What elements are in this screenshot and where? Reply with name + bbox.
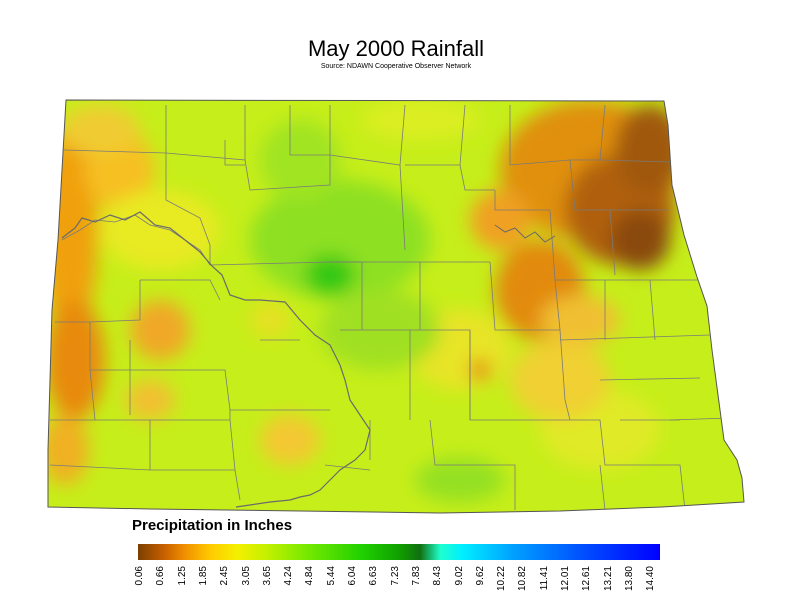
legend-tick-text: 6.63 [368,566,380,586]
legend-tick-label: 3.65 [262,566,274,606]
legend-tick-text: 6.04 [347,566,358,586]
legend-tick-label: 4.84 [304,566,316,606]
legend-tick-label: 12.61 [581,566,593,606]
legend-tick-text: 5.44 [325,566,337,586]
legend-tick-label: 1.25 [177,566,189,606]
legend-tick-text: 12.61 [581,566,593,592]
legend-tick-text: 9.02 [453,566,465,586]
legend-color-bar [138,544,660,560]
legend-tick-text: 0.66 [155,566,167,586]
sheyenne-river-segment [494,224,556,243]
legend-tick-text: 0.06 [134,566,145,586]
legend-tick-text: 4.24 [283,566,295,586]
legend-tick-label: 13.21 [603,566,615,606]
legend-tick-text: 14.40 [645,566,657,592]
legend-tick-label: 4.24 [283,566,295,606]
legend-tick-label: 13.80 [624,566,636,606]
legend-tick-label: 12.01 [560,566,572,606]
legend-tick-label: 0.66 [155,566,167,606]
legend-tick-text: 3.65 [261,566,273,586]
legend-tick-text: 8.43 [432,566,444,586]
map-title: May 2000 Rainfall [307,36,485,61]
legend-tick-text: 1.85 [197,566,209,586]
legend-tick-label: 10.22 [496,566,508,606]
legend-tick-label: 5.44 [326,566,338,606]
legend-tick-text: 11.41 [538,566,550,591]
legend-tick-text: 12.01 [560,566,571,592]
legend-tick-text: 7.23 [389,566,401,586]
missouri-river [61,211,371,508]
legend-tick-text: 10.22 [496,566,508,592]
legend-tick-label: 7.23 [390,566,402,606]
legend-tick-label: 11.41 [539,566,551,606]
county-boundaries [49,104,731,511]
state-outline [47,99,745,514]
legend-tick-label: 6.04 [347,566,359,606]
legend-tick-text: 4.84 [304,566,316,586]
legend-tick-label: 2.45 [219,566,231,606]
legend-tick-label: 0.06 [134,566,146,606]
legend-tick-label: 8.43 [432,566,444,606]
legend-tick-label: 14.40 [645,566,657,606]
legend-tick-text: 7.83 [410,566,422,586]
state-fill [48,100,744,513]
legend-tick-label: 9.62 [475,566,487,606]
map-subtitle: Source: NDAWN Cooperative Observer Netwo… [320,63,472,70]
legend-tick-text: 3.05 [240,566,252,586]
legend-tick-text: 10.82 [517,566,529,592]
legend-tick-text: 9.62 [474,566,486,586]
legend-tick-text: 2.45 [219,566,231,586]
legend-tick-label: 9.02 [454,566,466,606]
legend-tick-text: 13.80 [623,566,635,592]
legend-tick-label: 1.85 [198,566,210,606]
legend-tick-text: 13.21 [602,566,614,592]
legend-tick-label: 6.63 [368,566,380,606]
legend-tick-text: 1.25 [176,566,188,586]
legend-title: Precipitation in Inches [132,517,293,534]
legend-tick-label: 10.82 [517,566,529,606]
legend-tick-label: 7.83 [411,566,423,606]
legend-tick-label: 3.05 [241,566,253,606]
